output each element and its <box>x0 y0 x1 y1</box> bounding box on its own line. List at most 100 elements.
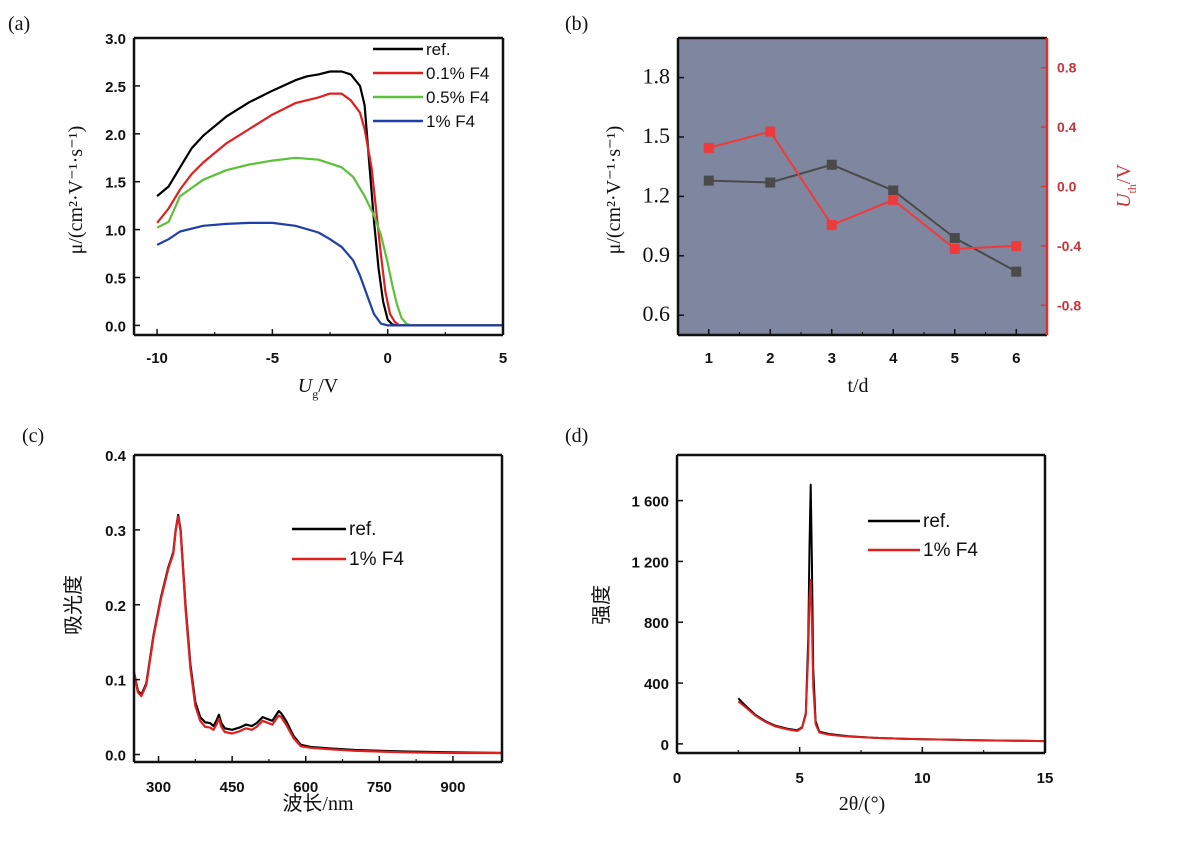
y-axis-right-title-main: U <box>1113 192 1135 208</box>
data-point- <box>888 185 899 196</box>
data-point-u-th <box>703 142 714 153</box>
series-line-ref <box>132 513 503 755</box>
x-tick-label: 5 <box>951 350 959 367</box>
x-axis-title: 2θ/(°) <box>839 793 885 815</box>
data-point-u-th <box>888 194 899 205</box>
series-line-0-1-f4 <box>156 92 503 327</box>
panel-label-a: (a) <box>8 13 30 35</box>
series-line-ref <box>737 483 1046 743</box>
y-tick-label: 2.5 <box>105 79 126 96</box>
y-tick-label: 0.0 <box>105 748 126 765</box>
y-tick-label: 2.0 <box>105 127 126 144</box>
panel-label-b: (b) <box>565 13 588 35</box>
y-tick-label: 800 <box>644 615 669 632</box>
data-point- <box>1011 266 1022 277</box>
y-right-tick-label: 0.8 <box>1057 60 1077 76</box>
y-axis-title: μ/(cm²·V⁻¹·s⁻¹) <box>603 126 625 255</box>
legend-label: 1% F4 <box>426 112 475 131</box>
data-point- <box>765 177 776 188</box>
x-tick-label: 6 <box>1012 350 1020 367</box>
legend-label: ref. <box>923 511 950 532</box>
x-tick-label: 2 <box>766 350 774 367</box>
series-line- <box>708 163 1017 273</box>
x-tick-label: 600 <box>293 779 318 796</box>
data-point-u-th <box>1011 240 1022 251</box>
y-axis-right-title-tail: /V <box>1113 164 1135 185</box>
chart-a: -10 -5 0 5 0.0 0.5 1.0 1.5 2.0 2.5 3.0 ref. 0.1% F4 0… <box>65 31 507 401</box>
y-axis-right-title-sub: th <box>1125 184 1139 193</box>
y-right-tick-label: 0.4 <box>1057 119 1077 135</box>
chart-c: 300 450 600 750 900 0.0 0.1 0.2 0.3 0.4 ref. 1% F4 波… <box>62 448 504 815</box>
x-tick-label: 1 <box>705 350 713 367</box>
y-tick-label: 0.1 <box>105 673 126 690</box>
series-line-ref <box>156 70 503 327</box>
legend-label: ref. <box>426 40 451 59</box>
x-tick-label: 450 <box>220 779 245 796</box>
y-tick-label: 1.5 <box>105 175 126 192</box>
x-tick-label: 0 <box>384 350 392 367</box>
y-tick-label: 1.2 <box>643 182 671 207</box>
y-tick-label: 1.5 <box>643 123 671 148</box>
y-tick-label: 0.6 <box>643 301 671 326</box>
series-line-u-th <box>708 130 1017 250</box>
series-line-0-5-f4 <box>156 156 503 327</box>
y-tick-label: 1 600 <box>631 494 669 511</box>
series-line-1-f4 <box>156 221 503 327</box>
panel-label-d: (d) <box>565 425 588 447</box>
y-tick-label: 1.8 <box>643 64 671 89</box>
panel-label-c: (c) <box>22 425 44 447</box>
chart-d: 0 5 10 15 0 400 800 1 200 1 600 ref. 1% F4 2θ/(°) 强度 <box>590 453 1054 815</box>
data-point- <box>949 232 960 243</box>
x-tick-label: 900 <box>440 779 465 796</box>
plot-background-b <box>678 38 1047 335</box>
y-axis-title: μ/(cm²·V⁻¹·s⁻¹) <box>65 126 87 255</box>
x-tick-label: 3 <box>828 350 836 367</box>
data-point-u-th <box>826 220 837 231</box>
y-tick-label: 3.0 <box>105 31 126 48</box>
y-axis-title: 强度 <box>590 585 613 625</box>
x-tick-label: 4 <box>889 350 898 367</box>
y-tick-label: 0.3 <box>105 523 126 540</box>
y-tick-label: 1.0 <box>105 223 126 240</box>
legend-label: 0.5% F4 <box>426 88 489 107</box>
data-point-u-th <box>765 126 776 137</box>
legend-label: 1% F4 <box>923 540 978 561</box>
x-tick-label: 0 <box>673 770 681 787</box>
y-tick-label: 1 200 <box>631 554 669 571</box>
legend-label: 0.1% F4 <box>426 64 489 83</box>
y-axis-right-title: Uth/V <box>1113 164 1139 208</box>
x-tick-label: 750 <box>367 779 392 796</box>
y-right-tick-label: -0.4 <box>1057 238 1081 254</box>
x-axis-title-tail: /V <box>318 375 339 397</box>
y-right-tick-label: 0.0 <box>1057 179 1077 195</box>
legend-label: ref. <box>349 519 376 540</box>
y-tick-label: 0 <box>661 737 669 754</box>
series-line-1-f4 <box>132 515 502 755</box>
y-right-tick-label: -0.8 <box>1057 297 1081 313</box>
x-axis-title-sub: g <box>312 387 318 401</box>
x-tick-label: -10 <box>146 350 168 367</box>
x-tick-label: 5 <box>499 350 507 367</box>
y-tick-label: 0.5 <box>105 271 126 288</box>
x-axis-title-main: U <box>298 375 314 397</box>
data-point- <box>703 175 714 186</box>
legend-label: 1% F4 <box>349 549 404 570</box>
chart-b: 1 2 3 4 5 6 0.6 0.9 1.2 1.5 1.8 -0.8 -0.4 0.0 0.4 0.8 t/… <box>603 36 1139 397</box>
y-tick-label: 0.0 <box>105 318 126 335</box>
x-tick-label: 5 <box>795 770 803 787</box>
x-tick-label: 15 <box>1037 770 1054 787</box>
series-line-1-f4 <box>737 578 1046 743</box>
x-tick-label: 300 <box>146 779 171 796</box>
y-axis-title: 吸光度 <box>62 575 85 635</box>
data-point- <box>826 159 837 170</box>
data-point-u-th <box>949 243 960 254</box>
y-tick-label: 0.9 <box>643 242 671 267</box>
y-tick-label: 0.2 <box>105 598 126 615</box>
y-tick-label: 0.4 <box>105 448 127 465</box>
y-tick-label: 400 <box>644 676 669 693</box>
x-tick-label: 10 <box>914 770 931 787</box>
x-tick-label: -5 <box>266 350 279 367</box>
x-axis-title: t/d <box>847 375 868 397</box>
x-axis-title: 波长/nm <box>282 792 354 815</box>
